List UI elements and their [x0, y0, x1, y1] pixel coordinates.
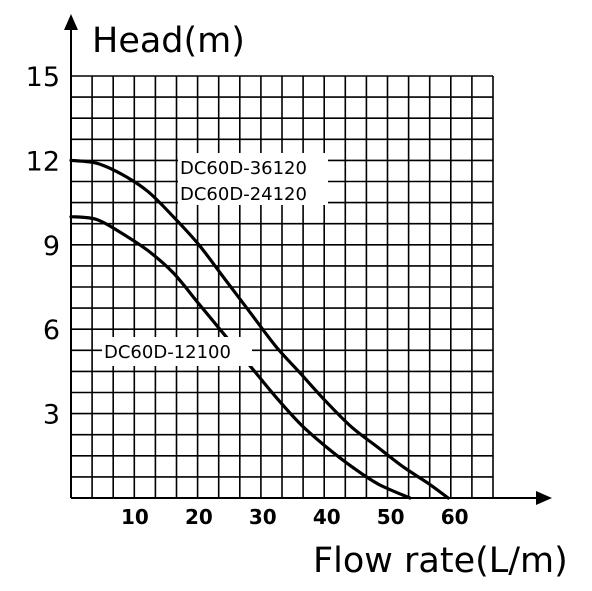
y-tick-label: 9 — [43, 231, 60, 262]
x-tick-labels: 10 20 30 40 50 60 — [121, 505, 469, 529]
y-axis-title: Head(m) — [92, 21, 245, 61]
x-tick-label: 20 — [185, 505, 213, 529]
x-tick-label: 60 — [441, 505, 469, 529]
series-label-box-lower — [102, 337, 252, 366]
axes — [64, 14, 552, 505]
y-tick-label: 12 — [26, 146, 60, 177]
series-label-dc60d-24120: DC60D-24120 — [180, 184, 307, 205]
x-axis-arrow — [536, 491, 552, 505]
series-labels: DC60D-36120 DC60D-24120 DC60D-12100 — [102, 153, 328, 366]
y-axis-arrow — [64, 14, 78, 30]
x-tick-label: 10 — [121, 505, 149, 529]
x-tick-label: 40 — [313, 505, 341, 529]
y-tick-labels: 3 6 9 12 15 — [26, 62, 60, 431]
x-tick-label: 30 — [249, 505, 277, 529]
y-tick-label: 3 — [43, 400, 60, 431]
series-label-box-upper — [178, 153, 328, 205]
x-axis-title: Flow rate(L/m) — [313, 541, 568, 581]
y-tick-label: 6 — [43, 315, 60, 346]
grid — [70, 75, 494, 499]
curve-dc60d-36120-24120 — [69, 158, 450, 500]
x-tick-label: 50 — [377, 505, 405, 529]
series-label-dc60d-12100: DC60D-12100 — [104, 342, 231, 363]
series-label-dc60d-36120: DC60D-36120 — [180, 158, 307, 179]
y-tick-label: 15 — [26, 62, 60, 93]
